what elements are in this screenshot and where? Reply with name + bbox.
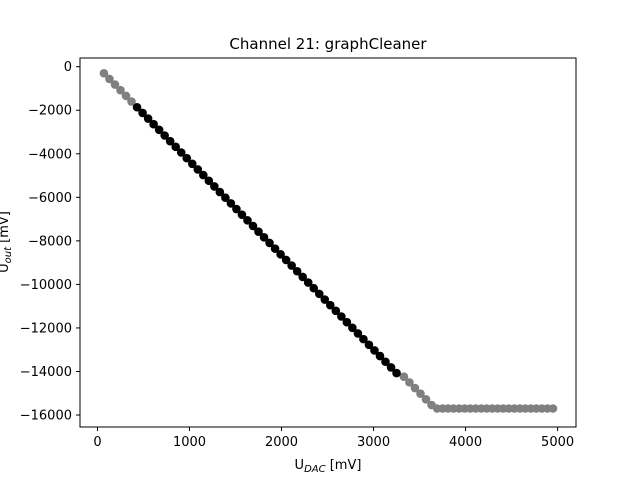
data-point: [171, 142, 180, 152]
x-tick-label: 4000: [449, 435, 482, 450]
y-axis-label-unit: [mV]: [0, 211, 12, 247]
data-point: [370, 346, 379, 355]
data-point: [348, 323, 357, 333]
data-point: [154, 125, 164, 135]
y-tick-label: −12000: [20, 321, 72, 336]
data-point: [337, 312, 346, 321]
data-point: [254, 227, 263, 236]
data-point: [187, 159, 197, 169]
data-point: [276, 249, 285, 259]
plot-area-frame: [79, 57, 577, 428]
data-point: [405, 378, 414, 387]
data-points: [99, 68, 558, 413]
data-point: [232, 204, 241, 214]
chart-title: Channel 21: graphCleaner: [229, 35, 427, 53]
data-point: [193, 165, 203, 174]
data-point: [421, 395, 431, 404]
data-point: [210, 182, 219, 191]
data-point: [410, 383, 420, 393]
data-point: [320, 295, 330, 304]
data-point: [149, 119, 158, 129]
data-point: [326, 300, 335, 310]
data-point: [215, 187, 225, 197]
data-point: [364, 340, 374, 350]
x-tick-label: 0: [93, 435, 101, 450]
data-point: [165, 136, 175, 146]
y-tick-label: −6000: [28, 191, 72, 206]
data-point: [143, 114, 153, 123]
data-point: [298, 272, 307, 282]
data-point: [287, 261, 296, 270]
data-point: [309, 283, 319, 293]
y-tick-label: 0: [64, 60, 72, 75]
y-tick-label: −10000: [20, 278, 72, 293]
data-point: [121, 91, 131, 101]
data-point: [176, 148, 186, 157]
y-axis-ticks: 0 −2000 −4000 −6000 −8000 −10000 −12000 −14000 −…: [20, 60, 80, 424]
data-point: [375, 351, 385, 361]
data-point: [132, 102, 142, 112]
data-point: [399, 372, 409, 382]
data-point: [105, 74, 114, 84]
data-point: [342, 317, 352, 327]
data-point: [248, 221, 258, 231]
data-point: [359, 334, 368, 344]
data-point: [182, 153, 192, 163]
y-axis-label-main: U: [0, 263, 12, 273]
data-point: [265, 238, 274, 248]
data-point: [392, 368, 401, 378]
x-axis-ticks: 0 1000 2000 3000 4000 5000: [93, 427, 574, 450]
data-point: [548, 404, 558, 413]
data-point: [416, 389, 425, 398]
data-point: [221, 193, 230, 203]
x-axis-label-unit: [mV]: [326, 458, 362, 473]
data-point: [303, 278, 313, 287]
data-point: [226, 199, 236, 208]
data-point: [199, 170, 208, 180]
data-point: [281, 255, 291, 265]
data-point: [353, 329, 363, 338]
x-tick-label: 5000: [541, 435, 574, 450]
data-point: [116, 85, 125, 95]
y-tick-label: −16000: [20, 409, 72, 424]
data-point: [204, 176, 214, 186]
data-point: [381, 357, 390, 367]
data-point: [259, 233, 269, 242]
x-tick-label: 2000: [265, 435, 298, 450]
x-axis-label: UDAC [mV]: [295, 458, 362, 475]
y-axis-label: Uout [mV]: [0, 211, 14, 273]
data-point: [138, 108, 147, 118]
data-point: [386, 363, 396, 372]
x-axis-label-main: U: [295, 458, 305, 473]
data-point: [127, 97, 136, 106]
data-point: [110, 80, 120, 89]
data-point: [314, 289, 324, 299]
y-axis-label-sub: out: [3, 246, 14, 263]
x-tick-label: 1000: [173, 435, 206, 450]
data-point: [160, 131, 169, 140]
data-point: [331, 306, 341, 316]
y-tick-label: −2000: [28, 104, 72, 119]
y-tick-label: −8000: [28, 234, 72, 249]
y-tick-label: −14000: [20, 365, 72, 380]
x-tick-label: 3000: [357, 435, 390, 450]
y-tick-label: −4000: [28, 147, 72, 162]
data-point: [270, 244, 280, 253]
data-point: [99, 68, 109, 78]
data-point: [243, 216, 252, 225]
data-point: [237, 210, 247, 219]
x-axis-label-sub: DAC: [304, 464, 326, 475]
data-point: [292, 266, 302, 276]
